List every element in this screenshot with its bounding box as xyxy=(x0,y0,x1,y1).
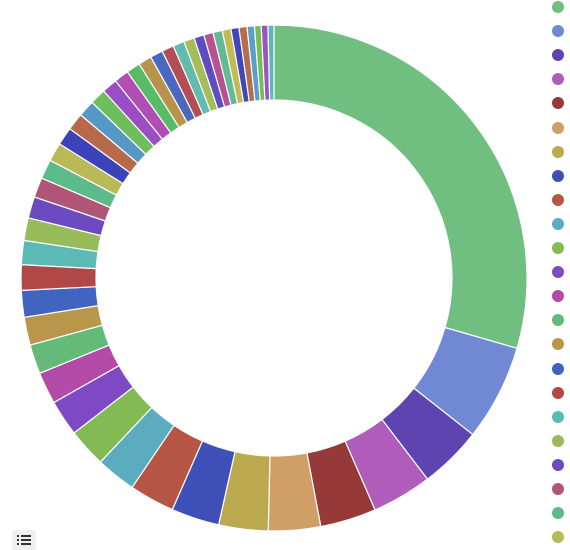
legend-marker-8[interactable] xyxy=(552,169,564,182)
legend-marker-2[interactable] xyxy=(552,25,564,38)
legend-marker-9[interactable] xyxy=(552,193,564,206)
legend-marker-11[interactable] xyxy=(552,242,564,254)
legend xyxy=(548,0,570,550)
legend-marker-3[interactable] xyxy=(552,49,564,62)
legend-marker-7[interactable] xyxy=(552,145,564,158)
legend-marker-17[interactable] xyxy=(552,386,564,399)
legend-toggle-button[interactable] xyxy=(12,530,36,550)
list-icon xyxy=(17,535,31,545)
donut-chart xyxy=(20,24,528,532)
legend-marker-20[interactable] xyxy=(552,458,564,471)
legend-marker-23[interactable] xyxy=(552,531,564,544)
legend-marker-18[interactable] xyxy=(552,410,564,423)
pie-slice-1[interactable] xyxy=(273,24,528,350)
legend-marker-1[interactable] xyxy=(552,1,564,13)
legend-marker-22[interactable] xyxy=(552,507,564,520)
legend-marker-12[interactable] xyxy=(552,266,564,279)
legend-marker-14[interactable] xyxy=(552,314,564,327)
legend-marker-4[interactable] xyxy=(552,73,564,86)
legend-marker-15[interactable] xyxy=(552,338,564,351)
legend-marker-10[interactable] xyxy=(552,217,564,230)
pie-slice-45[interactable] xyxy=(267,24,275,101)
legend-marker-5[interactable] xyxy=(552,97,564,110)
legend-marker-16[interactable] xyxy=(552,362,564,375)
donut-svg xyxy=(20,24,528,532)
legend-marker-19[interactable] xyxy=(552,434,564,447)
legend-marker-21[interactable] xyxy=(552,483,564,495)
legend-marker-13[interactable] xyxy=(552,290,564,303)
legend-marker-6[interactable] xyxy=(552,121,564,134)
